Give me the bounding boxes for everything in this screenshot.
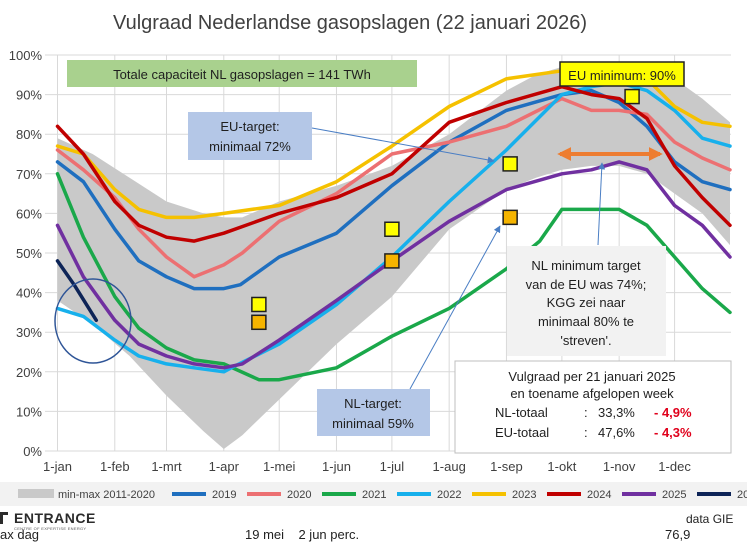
stats-title-line1: Vulgraad per 21 januari 2025 [508,369,675,384]
x-tick-label: 1-jul [380,459,405,474]
target-marker [502,209,518,226]
legend-label: 2021 [362,489,386,501]
stats-eu-change: - 4,3% [654,425,692,440]
y-tick-label: 20% [16,365,42,380]
highlight-2026-circle [54,278,132,364]
y-tick-label: 10% [16,404,42,419]
target-marker [251,314,267,331]
stats-eu-value: 47,6% [598,425,635,440]
annotation-layer: Totale capaciteit NL gasopslagen = 141 T… [54,60,732,454]
eu-target-line1: EU-target: [220,119,279,134]
legend-swatch [18,489,54,498]
marker-layer [251,88,640,331]
target-marker [502,156,518,172]
x-tick-label: 1-mei [263,459,296,474]
series-layer [55,65,732,382]
series-line-2024 [55,84,732,243]
chart-title: Vulgraad Nederlandse gasopslagen (22 jan… [113,12,587,34]
eu-minimum-label: EU minimum: 90% [568,68,676,83]
y-tick-label: 0% [23,444,42,459]
stats-nl-change: - 4,9% [654,405,692,420]
x-tick-label: 1-jun [322,459,351,474]
logo-mark [0,512,8,524]
data-source: data GIE [686,512,734,526]
series-line-2019 [55,88,732,291]
nl-minimum-line-2: van de EU was 74%; [526,277,647,292]
x-tick-label: 1-mrt [151,459,182,474]
nl-target-line1: NL-target: [344,396,402,411]
nl-minimum-arrow [597,162,606,246]
entrance-logo: ENTRANCE CENTRE OF EXPERTISE ENERGY [0,510,110,534]
stats-title-line2: en toename afgelopen week [510,386,674,401]
legend-label: 2026 [737,489,747,501]
series-line-2025 [55,160,732,370]
nl-minimum-line-3: KGG zei naar [547,295,626,310]
nl-target-line2: minimaal 59% [332,416,414,431]
target-marker [251,296,267,313]
target-marker [384,221,400,237]
stats-nl-label: NL-totaal [495,405,548,420]
x-tick-label: 1-nov [603,459,636,474]
nl-minimum-line-1: NL minimum target [531,258,641,273]
series-line-2021 [55,172,732,382]
eu-target-box [188,112,312,160]
legend-label: min-max 2011-2020 [58,489,155,501]
stats-nl-sep: : [584,405,588,420]
y-tick-label: 70% [16,167,42,182]
stats-box [454,360,732,454]
y-tick-label: 100% [9,48,43,63]
stats-eu-label: EU-totaal [495,425,549,440]
capacity-label: Totale capaciteit NL gasopslagen = 141 T… [113,67,371,82]
eu-minimum-box [559,61,685,87]
x-tick-label: 1-apr [209,459,240,474]
logo-text: ENTRANCE [14,510,96,526]
y-tick-label: 60% [16,206,42,221]
stats-eu-sep: : [584,425,588,440]
legend-label: 2023 [512,489,536,501]
stats-nl-value: 33,3% [598,405,635,420]
target-marker [624,88,640,105]
nl-target-arrow [409,225,501,390]
y-tick-label: 80% [16,127,42,142]
x-tick-label: 1-sep [490,459,523,474]
eu-target-arrow [311,127,495,164]
y-tick-label: 50% [16,246,42,261]
x-tick-label: 1-feb [100,459,130,474]
y-tick-label: 40% [16,286,42,301]
nl-minimum-box [507,246,666,356]
target-marker [384,253,400,269]
legend-label: 2024 [587,489,611,501]
y-tick-label: 90% [16,88,42,103]
x-tick-label: 1-okt [547,459,576,474]
logo-subtext: CENTRE OF EXPERTISE ENERGY [14,526,87,531]
legend-label: 2020 [287,489,311,501]
legend-label: 2019 [212,489,236,501]
legend: min-max 2011-2020 2019 2020 2021 2022 2023 202… [0,482,747,506]
nl-target-box [317,389,430,436]
eu-target-line2: minimaal 72% [209,139,291,154]
legend-label: 2022 [437,489,461,501]
nl-minimum-line-5: 'streven'. [560,333,611,348]
axis-layer: 0% 10% 20% 30% 40% 50% 60% 70% 80% 90% 100% 1-jan 1-… [9,48,692,474]
legend-label: 2025 [662,489,686,501]
x-tick-label: 1-aug [433,459,466,474]
capacity-box [67,60,417,87]
y-tick-label: 30% [16,325,42,340]
x-tick-label: 1-dec [658,459,691,474]
x-tick-label: 1-jan [43,459,72,474]
nl-minimum-line-4: minimaal 80% te [538,314,634,329]
